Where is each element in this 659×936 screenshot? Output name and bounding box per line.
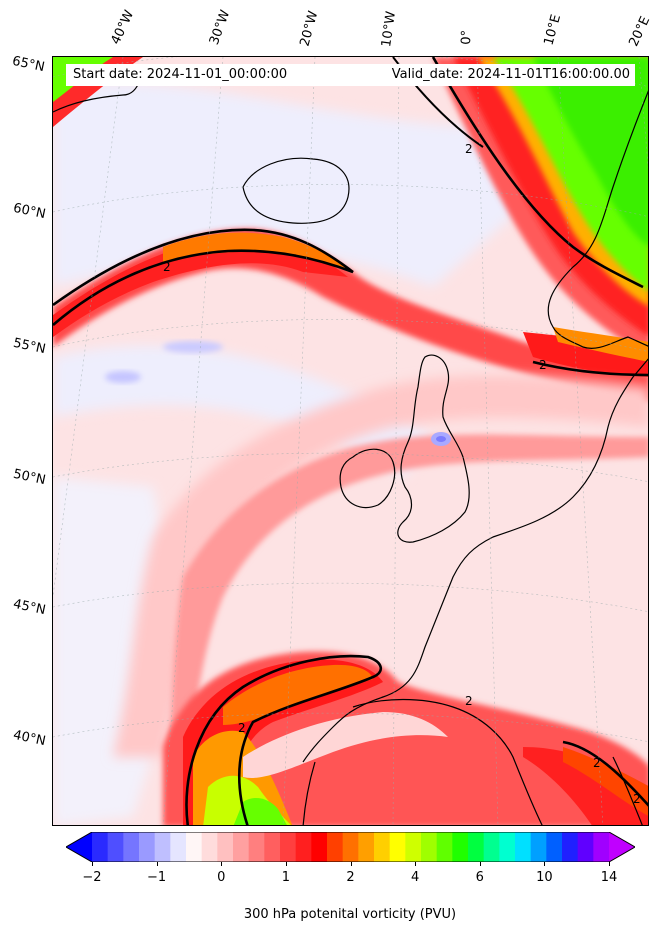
colorbar-segment	[593, 832, 610, 862]
lat-label-40n: 40°N	[11, 727, 47, 750]
lat-label-50n: 50°N	[11, 466, 47, 489]
colorbar-segment	[577, 832, 594, 862]
colorbar-segment	[374, 832, 391, 862]
colorbar-tick-label: 2	[346, 870, 355, 885]
contour-label: 2	[465, 694, 473, 708]
colorbar-segment	[358, 832, 375, 862]
colorbar-segment	[342, 832, 359, 862]
colorbar-title: 300 hPa potenital vorticity (PVU)	[243, 907, 457, 922]
pv-field-svg: 2 2 2 2 2 2 2	[53, 57, 648, 825]
contour-label: 2	[593, 756, 601, 770]
colorbar-tick-mark	[350, 862, 352, 866]
colorbar-segment	[217, 832, 234, 862]
colorbar-segment	[280, 832, 297, 862]
colorbar-segment	[546, 832, 563, 862]
colorbar-segment	[295, 832, 312, 862]
colorbar-tick-mark	[156, 862, 158, 866]
colorbar-segment	[311, 832, 328, 862]
colorbar-segment	[123, 832, 140, 862]
pv-map: 2 2 2 2 2 2 2	[52, 56, 649, 826]
lat-label-65n: 65°N	[10, 53, 46, 76]
colorbar-tick-label: 1	[281, 870, 291, 885]
start-date: Start date: 2024-11-01_00:00:00	[73, 67, 288, 82]
colorbar-tick-label: −2	[82, 870, 102, 885]
colorbar-tick-mark	[92, 862, 93, 866]
lon-label-40w: 40°W	[108, 8, 138, 47]
colorbar-tick-label: 0	[217, 870, 226, 885]
lon-label-10e: 10°E	[541, 12, 565, 48]
contour-label: 2	[163, 260, 171, 274]
colorbar-tick-mark	[544, 862, 546, 866]
colorbar-segment	[92, 832, 109, 862]
lon-label-20e: 20°E	[626, 14, 654, 49]
colorbar-segment	[186, 832, 203, 862]
lon-label-20w: 20°W	[297, 9, 322, 48]
contour-label: 2	[238, 721, 246, 735]
colorbar-extend-max	[609, 832, 635, 862]
colorbar-segment	[327, 832, 344, 862]
colorbar-tick-mark	[609, 862, 610, 866]
colorbar-segment	[515, 832, 532, 862]
colorbar-segment	[452, 832, 469, 862]
colorbar-segment	[139, 832, 156, 862]
colorbar-segment	[562, 832, 579, 862]
colorbar-segment	[436, 832, 453, 862]
contour-label: 2	[633, 792, 641, 806]
colorbar-segment	[483, 832, 500, 862]
colorbar-segment	[421, 832, 438, 862]
colorbar-tick-label: 10	[536, 870, 553, 885]
colorbar-segment	[468, 832, 485, 862]
colorbar-segment	[248, 832, 265, 862]
contour-label: 2	[539, 358, 547, 372]
colorbar-tick-label: 4	[410, 870, 420, 885]
colorbar-segment	[233, 832, 250, 862]
colorbar-extend-min	[66, 832, 92, 862]
lon-label-10w: 10°W	[379, 10, 399, 48]
colorbar-segment	[170, 832, 187, 862]
colorbar-segment	[530, 832, 547, 862]
colorbar-tick-label: 14	[600, 870, 618, 885]
colorbar-segment	[389, 832, 406, 862]
lat-label-45n: 45°N	[11, 596, 47, 619]
colorbar-segment	[264, 832, 281, 862]
colorbar-segment	[201, 832, 218, 862]
colorbar-segment	[405, 832, 422, 862]
valid-date: Valid_date: 2024-11-01T16:00:00.00	[391, 67, 630, 82]
colorbar-tick-label: −1	[147, 870, 167, 885]
colorbar-tick-mark	[415, 862, 417, 866]
colorbar-tick-label: 6	[475, 870, 484, 885]
lon-label-0: 0°	[459, 29, 475, 45]
colorbar-segment	[107, 832, 124, 862]
colorbar-tick-mark	[479, 862, 481, 866]
colorbar-segment	[499, 832, 516, 862]
colorbar-tick-mark	[221, 862, 223, 866]
colorbar-tick-mark	[285, 862, 287, 866]
date-info-bar: Start date: 2024-11-01_00:00:00 Valid_da…	[66, 64, 635, 86]
colorbar-segment	[154, 832, 171, 862]
lon-label-30w: 30°W	[206, 8, 234, 47]
contour-label: 2	[465, 142, 473, 156]
lat-label-60n: 60°N	[11, 200, 47, 223]
colorbar	[66, 832, 635, 862]
lat-label-55n: 55°N	[11, 335, 47, 358]
